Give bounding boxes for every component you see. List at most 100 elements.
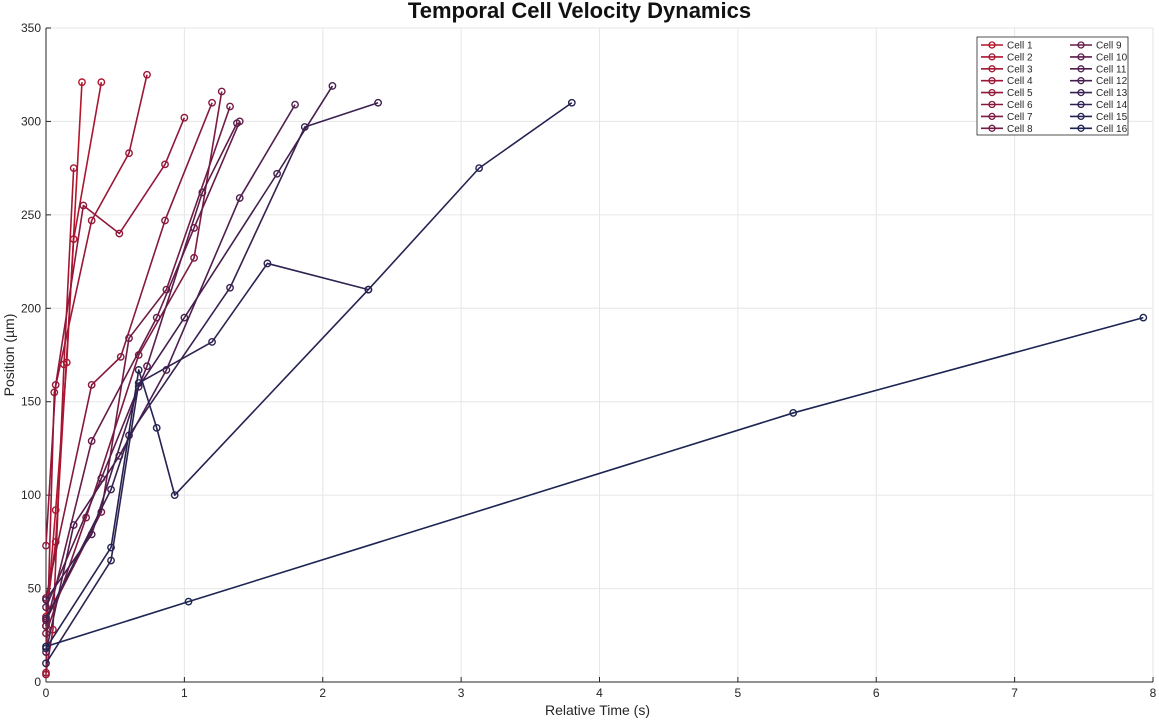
legend-item: Cell 2 bbox=[981, 52, 1033, 63]
data-point bbox=[143, 70, 151, 79]
y-tick-label: 0 bbox=[34, 675, 41, 689]
legend-label: Cell 16 bbox=[1096, 124, 1128, 135]
series-line bbox=[45, 262, 369, 664]
legend-marker bbox=[1077, 41, 1085, 49]
legend-label: Cell 2 bbox=[1007, 52, 1033, 63]
series-line bbox=[45, 74, 148, 675]
data-point bbox=[42, 541, 50, 550]
data-point bbox=[107, 485, 115, 494]
x-tick-label: 4 bbox=[596, 686, 603, 700]
data-point bbox=[42, 659, 50, 668]
legend-label: Cell 15 bbox=[1096, 112, 1128, 123]
y-tick-label: 150 bbox=[21, 395, 41, 409]
data-point bbox=[208, 98, 216, 107]
data-point bbox=[107, 556, 115, 565]
legend-label: Cell 7 bbox=[1007, 112, 1033, 123]
legend-item: Cell 11 bbox=[1070, 64, 1127, 75]
legend-label: Cell 10 bbox=[1096, 52, 1128, 63]
data-point bbox=[152, 423, 161, 432]
legend-label: Cell 9 bbox=[1096, 41, 1122, 52]
data-point bbox=[235, 194, 244, 202]
series-line bbox=[45, 121, 241, 627]
legend-box bbox=[976, 36, 1129, 136]
data-point bbox=[198, 188, 207, 197]
data-point bbox=[42, 603, 50, 612]
legend-item: Cell 16 bbox=[1070, 124, 1128, 135]
series-cell-4 bbox=[42, 70, 151, 679]
series-line bbox=[45, 91, 223, 634]
legend-marker bbox=[988, 100, 996, 109]
series-line bbox=[45, 122, 238, 608]
legend-marker bbox=[988, 41, 996, 49]
data-point bbox=[374, 98, 382, 107]
x-tick-label: 8 bbox=[1150, 686, 1157, 700]
legend-label: Cell 1 bbox=[1007, 41, 1033, 52]
data-point bbox=[69, 164, 78, 173]
legend-label: Cell 8 bbox=[1007, 124, 1033, 135]
legend-marker bbox=[1077, 65, 1085, 73]
data-point bbox=[87, 380, 96, 389]
data-point bbox=[107, 543, 115, 552]
data-point bbox=[49, 625, 57, 634]
y-axis-title: Position (µm) bbox=[1, 314, 17, 397]
legend-marker bbox=[988, 124, 996, 132]
legend-item: Cell 8 bbox=[981, 124, 1033, 135]
legend-item: Cell 1 bbox=[981, 41, 1033, 52]
data-point bbox=[42, 595, 50, 604]
data-point bbox=[134, 366, 143, 374]
legend-item: Cell 6 bbox=[981, 100, 1033, 111]
x-tick-label: 0 bbox=[43, 686, 50, 700]
legend-marker bbox=[988, 88, 996, 97]
data-point bbox=[87, 437, 96, 445]
legend-marker bbox=[988, 53, 996, 61]
legend-label: Cell 12 bbox=[1096, 76, 1128, 87]
legend-label: Cell 5 bbox=[1007, 88, 1033, 99]
data-point bbox=[475, 164, 484, 173]
data-point bbox=[42, 642, 50, 651]
series-cell-6 bbox=[42, 98, 216, 602]
legend-marker bbox=[988, 77, 996, 85]
legend-marker bbox=[1077, 53, 1085, 61]
series-line bbox=[45, 102, 573, 649]
data-point bbox=[217, 87, 226, 96]
data-point bbox=[69, 521, 78, 529]
data-point bbox=[161, 216, 169, 225]
series-line bbox=[45, 117, 186, 546]
data-point bbox=[42, 648, 50, 657]
legend-label: Cell 11 bbox=[1096, 64, 1127, 75]
legend-marker bbox=[988, 65, 996, 73]
data-point bbox=[42, 670, 50, 679]
legend-marker bbox=[1077, 100, 1085, 109]
data-point bbox=[789, 409, 798, 417]
data-point bbox=[364, 285, 373, 294]
data-point bbox=[125, 334, 133, 343]
series-cell-16 bbox=[42, 313, 1148, 651]
data-point bbox=[180, 313, 189, 322]
data-point bbox=[273, 169, 281, 178]
legend-marker bbox=[988, 112, 996, 121]
data-point bbox=[180, 113, 189, 122]
legend-marker bbox=[1077, 77, 1085, 85]
y-tick-label: 250 bbox=[21, 208, 41, 222]
data-point bbox=[300, 123, 309, 131]
data-point bbox=[51, 380, 60, 389]
series-line bbox=[45, 101, 379, 619]
series-line bbox=[45, 104, 296, 653]
data-point bbox=[190, 253, 198, 262]
data-point bbox=[42, 614, 50, 623]
data-point bbox=[78, 78, 86, 87]
legend-marker bbox=[1077, 124, 1085, 132]
data-point bbox=[567, 98, 576, 107]
data-point bbox=[115, 229, 124, 238]
chart-title: Temporal Cell Velocity Dynamics bbox=[408, 0, 751, 23]
data-point bbox=[226, 102, 234, 111]
series-line bbox=[45, 82, 103, 617]
data-point bbox=[134, 379, 143, 387]
data-point bbox=[42, 629, 50, 638]
data-point bbox=[263, 259, 272, 268]
series-cell-9 bbox=[42, 117, 244, 630]
